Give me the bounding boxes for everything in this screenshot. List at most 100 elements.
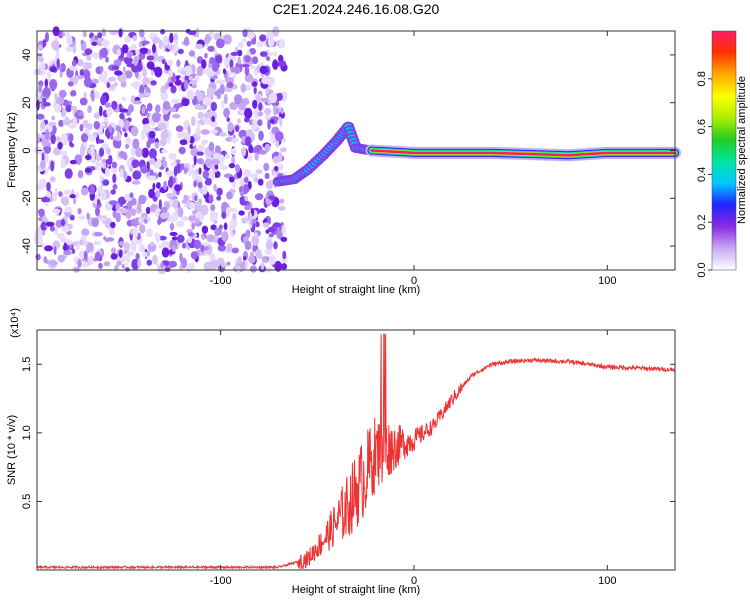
noise-blob bbox=[227, 122, 234, 132]
noise-blob bbox=[232, 72, 236, 79]
noise-blob bbox=[174, 79, 182, 86]
noise-blob bbox=[252, 99, 258, 109]
noise-blob bbox=[217, 244, 227, 252]
noise-blob bbox=[103, 261, 111, 267]
noise-region bbox=[33, 26, 288, 275]
noise-blob bbox=[219, 132, 227, 137]
noise-blob bbox=[111, 247, 117, 255]
noise-blob bbox=[164, 266, 171, 272]
noise-blob bbox=[198, 167, 202, 175]
noise-blob bbox=[58, 119, 64, 127]
noise-blob bbox=[88, 134, 96, 142]
noise-blob bbox=[72, 117, 78, 129]
noise-blob bbox=[123, 56, 133, 65]
noise-blob bbox=[259, 34, 267, 42]
noise-blob bbox=[124, 36, 132, 43]
noise-blob bbox=[95, 206, 100, 217]
noise-blob bbox=[167, 178, 174, 188]
noise-blob bbox=[172, 198, 179, 210]
noise-blob bbox=[48, 121, 57, 127]
noise-blob bbox=[265, 180, 274, 190]
noise-blob bbox=[183, 163, 190, 168]
noise-blob bbox=[79, 239, 84, 246]
noise-blob bbox=[146, 61, 155, 70]
noise-blob bbox=[116, 131, 122, 142]
noise-blob bbox=[48, 260, 58, 266]
noise-blob bbox=[195, 27, 200, 38]
noise-blob bbox=[251, 235, 260, 246]
noise-blob bbox=[160, 212, 168, 220]
noise-blob bbox=[160, 28, 166, 35]
noise-blob bbox=[155, 232, 161, 243]
noise-blob bbox=[111, 161, 118, 169]
noise-blob bbox=[149, 241, 155, 247]
noise-blob bbox=[123, 262, 128, 268]
noise-blob bbox=[42, 102, 51, 107]
noise-blob bbox=[253, 176, 259, 183]
noise-blob bbox=[167, 44, 174, 50]
noise-blob bbox=[93, 112, 100, 119]
noise-blob bbox=[143, 218, 148, 224]
noise-blob bbox=[266, 56, 271, 62]
colorbar-tick-label: 0.6 bbox=[696, 119, 708, 134]
noise-blob bbox=[132, 35, 138, 42]
noise-blob bbox=[58, 89, 67, 98]
noise-blob bbox=[119, 207, 128, 214]
noise-blob bbox=[129, 192, 134, 199]
colorbar-gradient bbox=[711, 30, 737, 271]
noise-blob bbox=[102, 179, 110, 186]
snr-x-label: Height of straight line (km) bbox=[292, 584, 420, 596]
noise-blob bbox=[50, 133, 56, 145]
noise-blob bbox=[71, 241, 79, 246]
noise-blob bbox=[186, 133, 191, 143]
spectrogram-y-ticks: -40 -20 0 20 40 bbox=[21, 49, 675, 254]
noise-blob bbox=[248, 48, 257, 55]
noise-blob bbox=[193, 180, 198, 188]
noise-blob bbox=[105, 158, 113, 165]
noise-blob bbox=[135, 147, 143, 158]
noise-blob bbox=[213, 49, 218, 55]
noise-blob bbox=[142, 76, 150, 86]
noise-blob bbox=[69, 159, 77, 165]
noise-blob bbox=[52, 192, 57, 202]
noise-blob bbox=[138, 93, 144, 99]
noise-blob bbox=[112, 184, 118, 190]
noise-blob bbox=[189, 136, 195, 144]
noise-blob bbox=[223, 34, 232, 45]
noise-blob bbox=[228, 207, 238, 213]
x-tick-label: 100 bbox=[598, 575, 616, 587]
noise-blob bbox=[281, 263, 288, 270]
noise-blob bbox=[161, 247, 170, 258]
noise-blob bbox=[272, 156, 281, 164]
noise-blob bbox=[99, 175, 104, 180]
y-tick-label: 0 bbox=[21, 147, 33, 153]
noise-blob bbox=[265, 240, 273, 250]
noise-blob bbox=[168, 260, 177, 268]
noise-blob bbox=[231, 147, 237, 156]
noise-blob bbox=[98, 147, 105, 157]
noise-blob bbox=[69, 143, 75, 148]
noise-blob bbox=[158, 244, 167, 249]
noise-blob bbox=[81, 228, 90, 237]
noise-blob bbox=[148, 188, 155, 199]
noise-blob bbox=[106, 106, 113, 117]
noise-blob bbox=[210, 101, 217, 112]
noise-blob bbox=[247, 180, 252, 190]
noise-blob bbox=[264, 248, 273, 255]
noise-blob bbox=[202, 170, 209, 180]
noise-blob bbox=[191, 222, 195, 230]
noise-blob bbox=[259, 65, 268, 75]
noise-blob bbox=[267, 36, 275, 48]
noise-blob bbox=[145, 206, 151, 215]
noise-blob bbox=[222, 201, 228, 209]
noise-blob bbox=[139, 47, 149, 54]
noise-blob bbox=[281, 224, 286, 235]
noise-blob bbox=[267, 226, 276, 233]
noise-blob bbox=[197, 181, 203, 189]
noise-blob bbox=[233, 66, 241, 74]
noise-blob bbox=[66, 35, 73, 46]
noise-blob bbox=[201, 139, 208, 146]
noise-blob bbox=[193, 155, 197, 166]
noise-blob bbox=[87, 105, 92, 114]
noise-blob bbox=[140, 129, 146, 141]
